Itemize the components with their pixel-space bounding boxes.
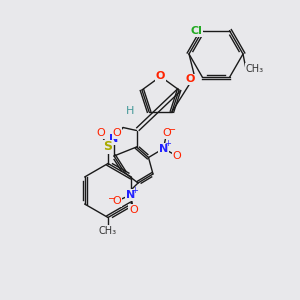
Text: N: N <box>159 143 168 154</box>
Text: O: O <box>186 74 195 85</box>
Text: H: H <box>126 106 135 116</box>
Text: −: − <box>107 194 116 204</box>
Text: N: N <box>110 134 118 145</box>
Text: −: − <box>168 125 176 136</box>
Text: CH₃: CH₃ <box>99 226 117 236</box>
Text: CH₃: CH₃ <box>246 64 264 74</box>
Text: O: O <box>112 128 122 139</box>
Text: Cl: Cl <box>190 26 202 37</box>
Text: O: O <box>112 196 122 206</box>
Text: O: O <box>156 71 165 82</box>
Text: O: O <box>162 128 171 139</box>
Text: +: + <box>131 186 137 195</box>
Text: S: S <box>103 140 112 154</box>
Text: O: O <box>172 151 182 161</box>
Text: N: N <box>126 190 135 200</box>
Text: O: O <box>129 205 138 215</box>
Text: +: + <box>164 140 170 148</box>
Text: O: O <box>96 128 105 139</box>
